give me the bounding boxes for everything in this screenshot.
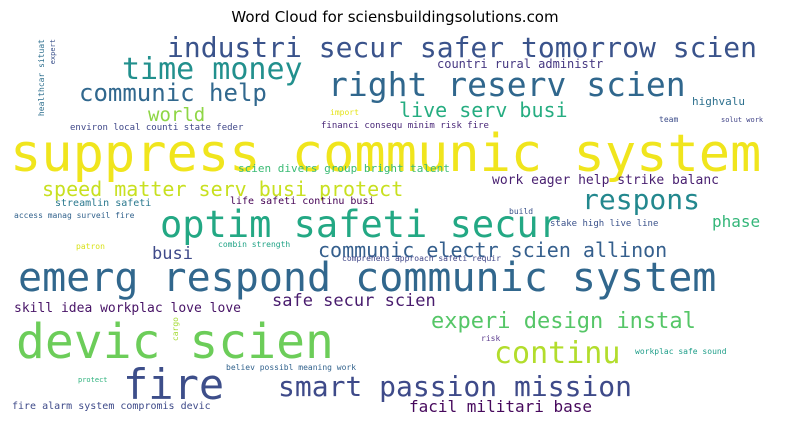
- word-suppress-communic-system: suppress communic system: [10, 124, 762, 184]
- word-fire-alarm-system-compromis-devic: fire alarm system compromis devic: [12, 401, 211, 412]
- word-highvalu: highvalu: [692, 95, 745, 108]
- word-fire: fire: [123, 360, 225, 409]
- word-speed-matter-serv-busi-protect: speed matter serv busi protect: [42, 177, 404, 201]
- word-risk: risk: [481, 334, 501, 343]
- word-streamlin-safeti: streamlin safeti: [55, 198, 152, 209]
- word-cloud: suppress communic system emerg respond co…: [10, 34, 781, 421]
- word-smart-passion-mission: smart passion mission: [278, 370, 633, 403]
- word-financi-consequ-minim-risk-fire: financi consequ minim risk fire: [321, 121, 489, 131]
- word-facil-militari-base: facil militari base: [409, 397, 593, 416]
- word-believ-possibl-meaning-work: believ possibl meaning work: [226, 363, 357, 372]
- word-experi-design-instal: experi design instal: [431, 309, 696, 334]
- word-busi: busi: [152, 244, 193, 264]
- word-live-serv-busi: live serv busi: [399, 98, 568, 122]
- word-life-safeti-continu-busi: life safeti continu busi: [230, 196, 375, 207]
- word-scien-divers-group-bright-talent: scien divers group bright talent: [238, 162, 450, 175]
- word-stake-high-live-line: stake high live line: [550, 219, 659, 229]
- word-solut-work: solut work: [721, 116, 764, 124]
- word-phase: phase: [712, 212, 761, 231]
- word-patron: patron: [76, 242, 105, 251]
- word-import: import: [330, 108, 359, 117]
- word-build: build: [509, 207, 534, 216]
- word-communic-help: communic help: [79, 79, 267, 107]
- word-time-money: time money: [122, 52, 303, 87]
- word-industri-secur-safer-tomorrow-scien: industri secur safer tomorrow scien: [167, 34, 758, 64]
- word-devic-scien: devic scien: [16, 314, 334, 370]
- word-skill-idea-workplac-love-love: skill idea workplac love love: [14, 301, 241, 316]
- word-continu: continu: [494, 336, 621, 371]
- word-right-reserv-scien: right reserv scien: [328, 65, 686, 104]
- word-team: team: [659, 115, 679, 124]
- word-access-manag-surveil-fire: access manag surveil fire: [14, 211, 135, 220]
- chart-title: Word Cloud for sciensbuildingsolutions.c…: [231, 8, 559, 26]
- word-communic-electr-scien-allinon: communic electr scien allinon: [318, 238, 668, 262]
- word-healthcar-situat: healthcar situat: [37, 39, 46, 117]
- word-optim-safeti-secur: optim safeti secur: [160, 203, 561, 246]
- word-work-eager-help-strike-balanc: work eager help strike balanc: [492, 173, 719, 188]
- word-combin-strength: combin strength: [218, 240, 291, 249]
- word-safe-secur-scien: safe secur scien: [272, 291, 436, 311]
- word-world: world: [148, 104, 206, 126]
- word-respons: respons: [582, 183, 701, 216]
- word-workplac-safe-sound: workplac safe sound: [635, 347, 727, 356]
- word-emerg-respond-communic-system: emerg respond communic system: [18, 255, 717, 301]
- word-countri-rural-administr: countri rural administr: [437, 57, 604, 71]
- word-cargo: cargo: [171, 317, 180, 342]
- word-comprehens-approach-safeti-requir: comprehens approach safeti requir: [342, 254, 501, 263]
- word-protect: protect: [78, 376, 108, 384]
- word-environ-local-counti-state-feder: environ local counti state feder: [70, 123, 244, 133]
- word-expert: expert: [49, 39, 57, 65]
